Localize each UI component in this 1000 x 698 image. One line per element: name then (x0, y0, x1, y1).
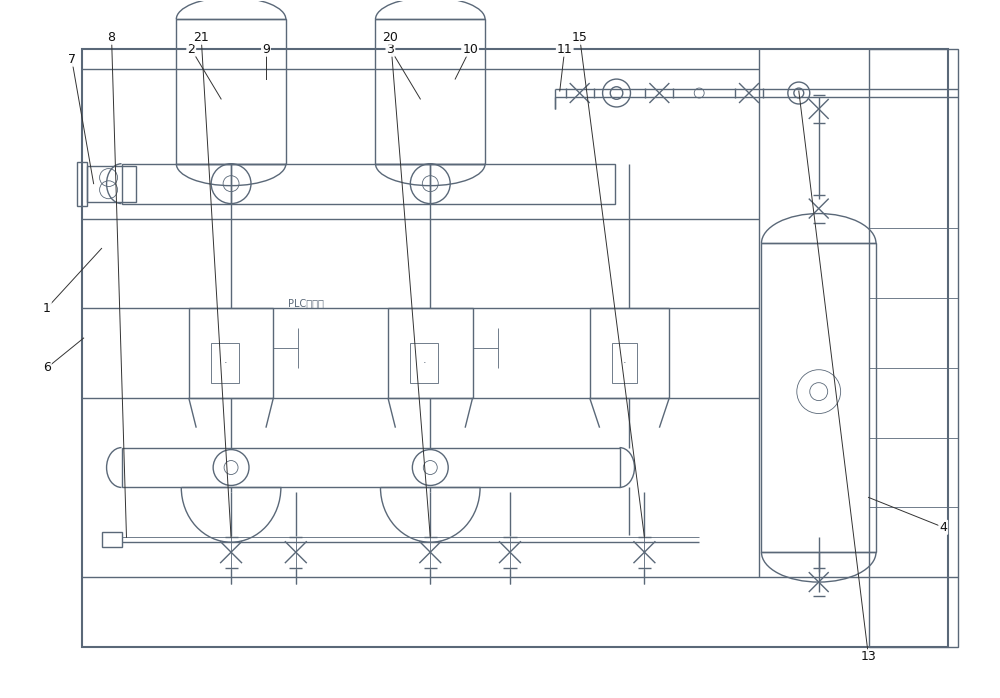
Bar (176, 20, 286, 164)
Text: 15: 15 (572, 31, 588, 44)
Bar (590, 308, 669, 398)
Bar (82, 49, 948, 647)
Text: 3: 3 (387, 43, 394, 56)
Bar (211, 343, 239, 383)
Text: 4: 4 (939, 521, 947, 534)
Bar (869, 49, 958, 647)
Text: 10: 10 (462, 43, 478, 56)
Bar (102, 533, 122, 547)
Bar (375, 20, 485, 164)
Text: 7: 7 (68, 52, 76, 66)
Text: 20: 20 (383, 31, 398, 44)
Text: 2: 2 (187, 43, 195, 56)
Bar (612, 343, 637, 383)
Text: ·: · (623, 358, 626, 368)
Text: 8: 8 (108, 31, 116, 44)
Text: 1: 1 (43, 302, 51, 315)
Text: 11: 11 (557, 43, 573, 56)
Bar (122, 447, 620, 487)
Bar (761, 244, 876, 552)
Text: 13: 13 (861, 651, 876, 663)
Text: PLC控制箱: PLC控制箱 (288, 298, 324, 309)
Bar (410, 343, 438, 383)
Bar (388, 308, 473, 398)
Text: 9: 9 (262, 43, 270, 56)
Bar (77, 162, 87, 206)
Text: 21: 21 (193, 31, 209, 44)
Text: ·: · (422, 358, 426, 368)
Bar (122, 164, 615, 204)
Text: 6: 6 (43, 362, 51, 374)
Bar (189, 308, 273, 398)
Text: ·: · (223, 358, 227, 368)
Bar (87, 165, 136, 202)
